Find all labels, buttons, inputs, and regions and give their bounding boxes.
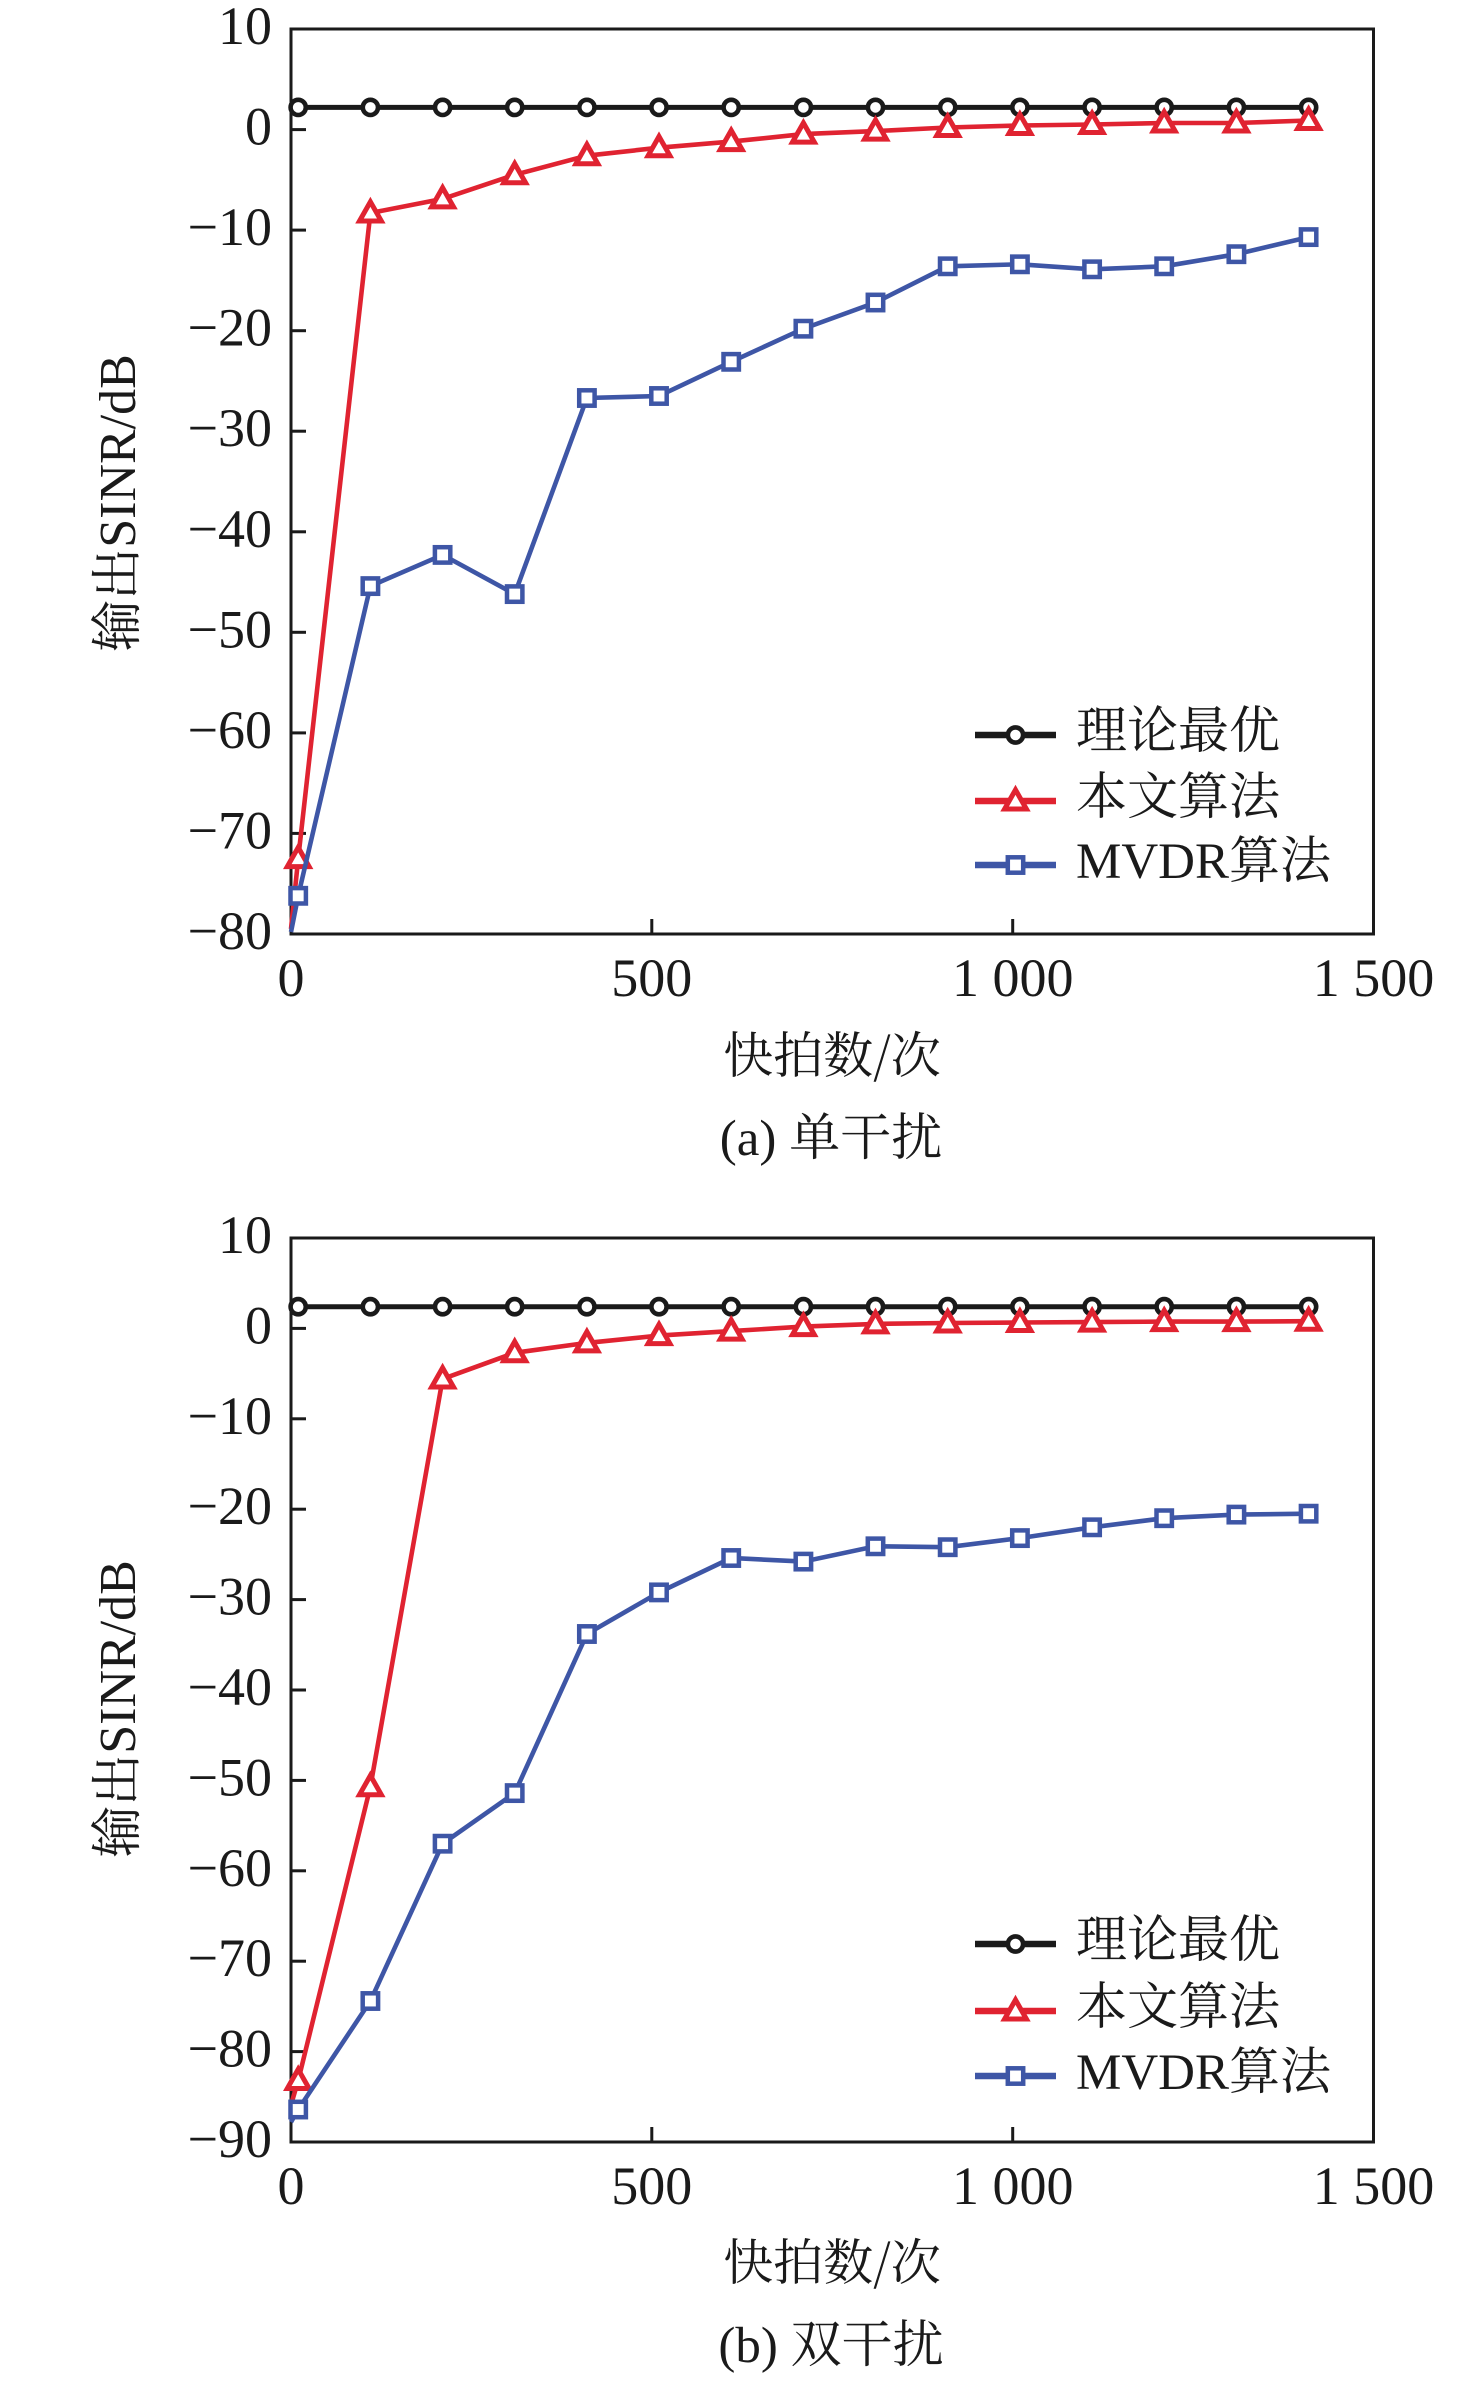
- svg-text:−40: −40: [188, 1657, 272, 1717]
- svg-text:0: 0: [278, 948, 305, 1008]
- svg-text:−90: −90: [188, 2109, 272, 2169]
- svg-text:MVDR: MVDR: [1076, 2045, 1229, 2101]
- svg-text:SINR/dB: SINR/dB: [90, 354, 147, 548]
- svg-text:1 000: 1 000: [952, 948, 1074, 1008]
- svg-text:−80: −80: [188, 2019, 272, 2079]
- svg-text:0: 0: [278, 2156, 305, 2216]
- svg-text:−50: −50: [188, 599, 272, 659]
- svg-text:−10: −10: [188, 1386, 272, 1446]
- svg-text:500: 500: [611, 2156, 692, 2216]
- svg-text:−20: −20: [188, 1476, 272, 1536]
- svg-text:−70: −70: [188, 800, 272, 860]
- svg-text:1 000: 1 000: [952, 2156, 1074, 2216]
- svg-text:SINR/dB: SINR/dB: [90, 1560, 147, 1754]
- svg-text:500: 500: [611, 948, 692, 1008]
- svg-text:10: 10: [218, 0, 272, 56]
- svg-text:MVDR: MVDR: [1076, 834, 1229, 890]
- svg-text:(b): (b): [718, 2318, 790, 2374]
- svg-text:(a): (a): [720, 1111, 789, 1167]
- svg-text:−30: −30: [188, 398, 272, 458]
- svg-text:−30: −30: [188, 1567, 272, 1627]
- svg-text:−60: −60: [188, 1838, 272, 1898]
- svg-text:−20: −20: [188, 298, 272, 358]
- svg-text:1 500: 1 500: [1313, 948, 1435, 1008]
- svg-text:10: 10: [218, 1205, 272, 1265]
- svg-text:0: 0: [245, 97, 272, 157]
- svg-text:−60: −60: [188, 700, 272, 760]
- svg-text:−10: −10: [188, 197, 272, 257]
- svg-text:−40: −40: [188, 499, 272, 559]
- svg-text:−80: −80: [188, 901, 272, 961]
- svg-text:0: 0: [245, 1295, 272, 1355]
- svg-text:−50: −50: [188, 1747, 272, 1807]
- svg-text:−70: −70: [188, 1928, 272, 1988]
- svg-text:1 500: 1 500: [1313, 2156, 1435, 2216]
